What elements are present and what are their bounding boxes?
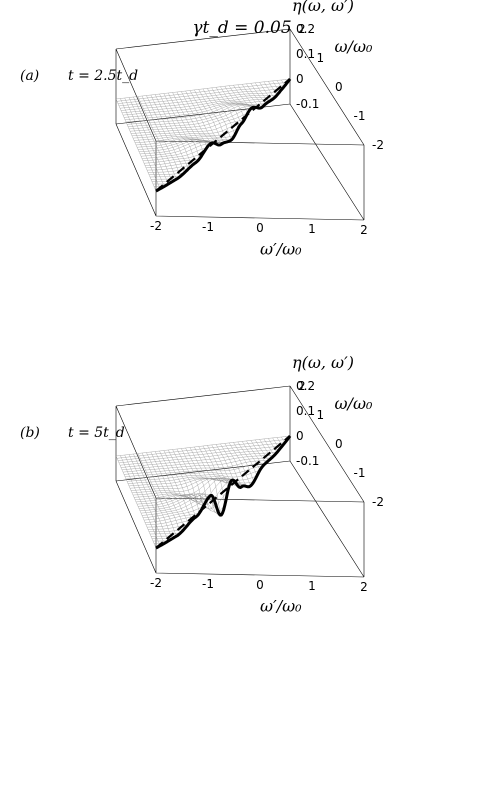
x-tick-label: 2 xyxy=(360,223,368,237)
z-tick-label: 0.1 xyxy=(296,404,315,418)
x-tick-label: -1 xyxy=(202,577,214,591)
z-axis-label: η(ω, ω′) xyxy=(292,353,354,372)
x-tick-label: -2 xyxy=(150,219,162,233)
x-tick-label: -1 xyxy=(202,220,214,234)
surface-mesh xyxy=(115,78,291,192)
zero-baseline xyxy=(155,78,291,192)
z-tick-label: 0 xyxy=(296,429,304,443)
y-tick-label: -2 xyxy=(372,495,384,509)
x-tick-label: 0 xyxy=(256,578,264,592)
surface-mesh xyxy=(115,435,291,549)
z-tick-label: 0.1 xyxy=(296,47,315,61)
x-tick-label: 1 xyxy=(308,222,316,236)
y-tick-label: -1 xyxy=(354,109,366,123)
x-axis-label: ω′/ω₀ xyxy=(260,596,302,615)
time-label: t = 5t_d xyxy=(68,425,125,441)
y-tick-label: 0 xyxy=(335,80,343,94)
y-tick-label: -1 xyxy=(354,466,366,480)
y-tick-label: 1 xyxy=(317,408,325,422)
y-tick-label: -2 xyxy=(372,138,384,152)
y-axis-label: ω/ω₀ xyxy=(335,37,373,56)
x-tick-label: 2 xyxy=(360,580,368,594)
z-tick-label: 0.2 xyxy=(296,379,315,393)
z-tick-label: -0.1 xyxy=(296,97,319,111)
panel-label: (b) xyxy=(20,425,40,441)
y-tick-label: 2 xyxy=(298,22,306,36)
z-axis-label: η(ω, ω′) xyxy=(292,0,354,15)
time-label: t = 2.5t_d xyxy=(68,68,138,84)
diagonal-cut-curve xyxy=(155,435,292,550)
x-tick-label: -2 xyxy=(150,576,162,590)
diagonal-cut-curve xyxy=(155,78,292,193)
x-axis-label: ω′/ω₀ xyxy=(260,239,302,258)
z-tick-label: -0.1 xyxy=(296,454,319,468)
x-tick-label: 1 xyxy=(308,579,316,593)
y-axis-label: ω/ω₀ xyxy=(335,394,373,413)
bounding-box xyxy=(115,28,365,221)
x-tick-label: 0 xyxy=(256,221,264,235)
z-tick-label: 0 xyxy=(296,72,304,86)
bounding-box xyxy=(115,385,365,578)
z-tick-label: 0.2 xyxy=(296,22,315,36)
y-tick-label: 1 xyxy=(317,51,325,65)
figure-title: γt_d = 0.05 xyxy=(192,18,291,38)
panel-label: (a) xyxy=(20,68,39,84)
y-tick-label: 0 xyxy=(335,437,343,451)
zero-baseline xyxy=(155,435,291,549)
y-tick-label: 2 xyxy=(298,379,306,393)
